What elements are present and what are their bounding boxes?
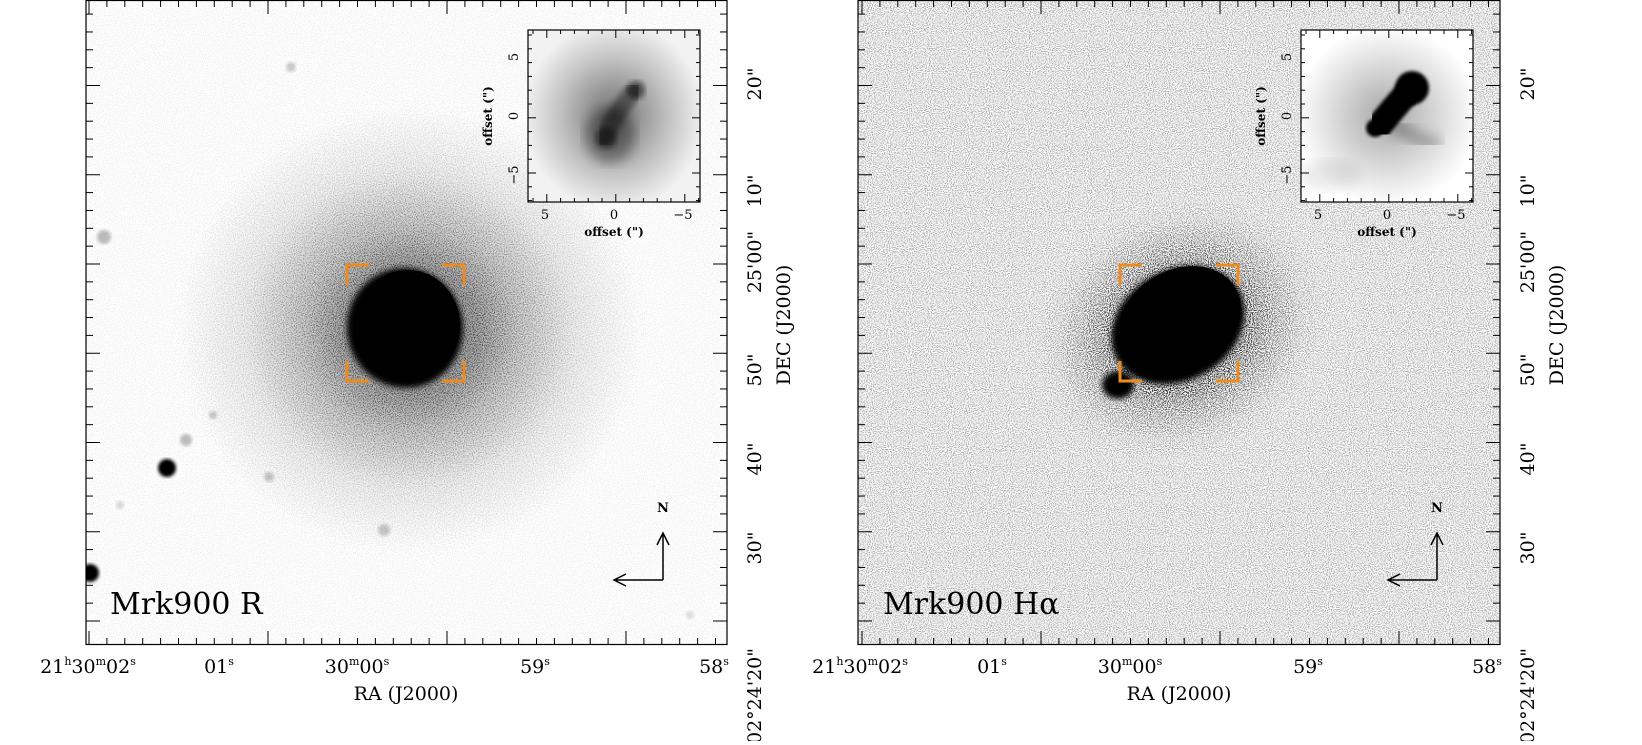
dec-tick-label: 20" — [1517, 68, 1539, 101]
inset-x-tick-label: −5 — [673, 208, 692, 223]
ra-tick-label: 21h30m02s — [40, 655, 136, 678]
ra-tick-label: 21h30m02s — [812, 655, 908, 678]
inset-x-tick-label: 5 — [541, 208, 549, 223]
halpha-inset-xlabel: offset (") — [1357, 225, 1417, 239]
inset-y-tick-label: 0 — [1280, 112, 1295, 120]
dec-tick-label: 02°24'20" — [744, 648, 766, 741]
ra-tick-label: 30m00s — [1098, 655, 1163, 678]
dec-tick-label: 40" — [1517, 443, 1539, 476]
inset-region-marker — [345, 263, 466, 383]
inset-x-tick-label: 0 — [610, 208, 618, 223]
inset-y-tick-label: −5 — [1280, 165, 1295, 184]
inset-x-tick-label: −5 — [1446, 208, 1465, 223]
halpha-inset: 5 0 −5 5 0 −5 offset (") offset (") — [1254, 29, 1474, 239]
dec-tick-label: 02°24'20" — [1517, 648, 1539, 741]
dec-tick-label: 25'00" — [744, 231, 766, 293]
halpha-x-axis-title: RA (J2000) — [1127, 683, 1232, 705]
halpha-compass: N — [1386, 501, 1444, 587]
ra-tick-label: 01s — [204, 655, 234, 678]
panel-r: 5 0 −550−5 offset (") offset (") Mrk900 R … — [40, 0, 795, 744]
inset-y-tick-label: −5 — [507, 165, 522, 184]
r-axis-ticks — [86, 0, 727, 645]
ra-tick-label: 01s — [977, 655, 1007, 678]
halpha-inset-region-marker — [1118, 263, 1240, 383]
inset-x-tick-label: 0 — [1383, 208, 1391, 223]
halpha-panel-label: Mrk900 Hα — [883, 587, 1059, 622]
dec-tick-label: 50" — [744, 354, 766, 387]
r-compass-north-label: N — [657, 501, 669, 516]
ra-tick-label: 58s — [699, 655, 729, 678]
r-inset-xlabel: offset (") — [584, 225, 644, 239]
panel-halpha: 5 0 −5 5 0 −5 offset (") offset (") Mrk900 Hα… — [812, 0, 1568, 744]
inset-y-tick-label: 5 — [1280, 53, 1295, 61]
inset-y-tick-label: 0 — [507, 112, 522, 120]
dec-tick-label: 30" — [744, 532, 766, 565]
ra-tick-label: 59s — [520, 655, 550, 678]
r-inset-ylabel: offset (") — [481, 86, 495, 146]
r-compass: N — [612, 501, 670, 587]
dec-tick-label: 20" — [744, 68, 766, 101]
dec-tick-label: 10" — [744, 175, 766, 208]
dec-tick-label: 40" — [744, 443, 766, 476]
halpha-plot-frame — [857, 0, 1501, 646]
ra-tick-label: 30m00s — [325, 655, 390, 678]
dec-tick-label: 30" — [1517, 532, 1539, 565]
dec-tick-label: 50" — [1517, 354, 1539, 387]
dec-tick-label: 10" — [1517, 175, 1539, 208]
halpha-compass-north-label: N — [1431, 501, 1443, 516]
r-plot-frame — [85, 0, 728, 646]
inset-y-tick-label: 5 — [507, 53, 522, 61]
ra-tick-label: 58s — [1472, 655, 1502, 678]
r-x-axis-title: RA (J2000) — [354, 683, 459, 705]
halpha-y-axis-title: DEC (J2000) — [1546, 265, 1568, 385]
dec-tick-label: 25'00" — [1517, 231, 1539, 293]
r-inset: 5 0 −5 5 0 −5 offset (") offset (") — [481, 29, 701, 239]
inset-x-tick-label: 5 — [1314, 208, 1322, 223]
r-panel-label: Mrk900 R — [110, 587, 264, 622]
halpha-axis-ticks — [858, 0, 1500, 645]
r-y-axis-title: DEC (J2000) — [773, 265, 795, 385]
halpha-inset-ylabel: offset (") — [1254, 86, 1268, 146]
ra-tick-label: 59s — [1293, 655, 1323, 678]
